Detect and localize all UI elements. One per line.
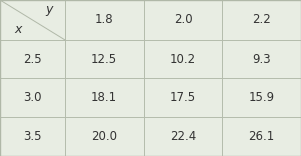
Text: 2.5: 2.5 bbox=[23, 53, 42, 66]
Bar bbox=[144, 40, 222, 78]
Text: 1.8: 1.8 bbox=[95, 13, 113, 26]
Bar bbox=[222, 78, 301, 117]
Bar bbox=[144, 78, 222, 117]
Bar bbox=[222, 40, 301, 78]
Text: y: y bbox=[45, 3, 52, 16]
Bar bbox=[222, 0, 301, 40]
Bar bbox=[65, 117, 144, 156]
Bar bbox=[65, 78, 144, 117]
Text: 3.0: 3.0 bbox=[23, 91, 42, 104]
Text: 17.5: 17.5 bbox=[170, 91, 196, 104]
Text: 2.0: 2.0 bbox=[174, 13, 192, 26]
Text: x: x bbox=[14, 23, 22, 36]
Bar bbox=[144, 117, 222, 156]
Bar bbox=[222, 117, 301, 156]
Text: 15.9: 15.9 bbox=[249, 91, 275, 104]
Text: 22.4: 22.4 bbox=[170, 130, 196, 143]
Bar bbox=[0, 40, 65, 78]
Text: 3.5: 3.5 bbox=[23, 130, 42, 143]
Text: 10.2: 10.2 bbox=[170, 53, 196, 66]
Bar bbox=[0, 78, 65, 117]
Text: 26.1: 26.1 bbox=[249, 130, 275, 143]
Text: 20.0: 20.0 bbox=[91, 130, 117, 143]
Bar bbox=[0, 0, 65, 40]
Text: 18.1: 18.1 bbox=[91, 91, 117, 104]
Bar bbox=[65, 40, 144, 78]
Text: 12.5: 12.5 bbox=[91, 53, 117, 66]
Text: 9.3: 9.3 bbox=[253, 53, 271, 66]
Bar bbox=[65, 0, 144, 40]
Text: 2.2: 2.2 bbox=[252, 13, 271, 26]
Bar bbox=[0, 117, 65, 156]
Bar bbox=[144, 0, 222, 40]
